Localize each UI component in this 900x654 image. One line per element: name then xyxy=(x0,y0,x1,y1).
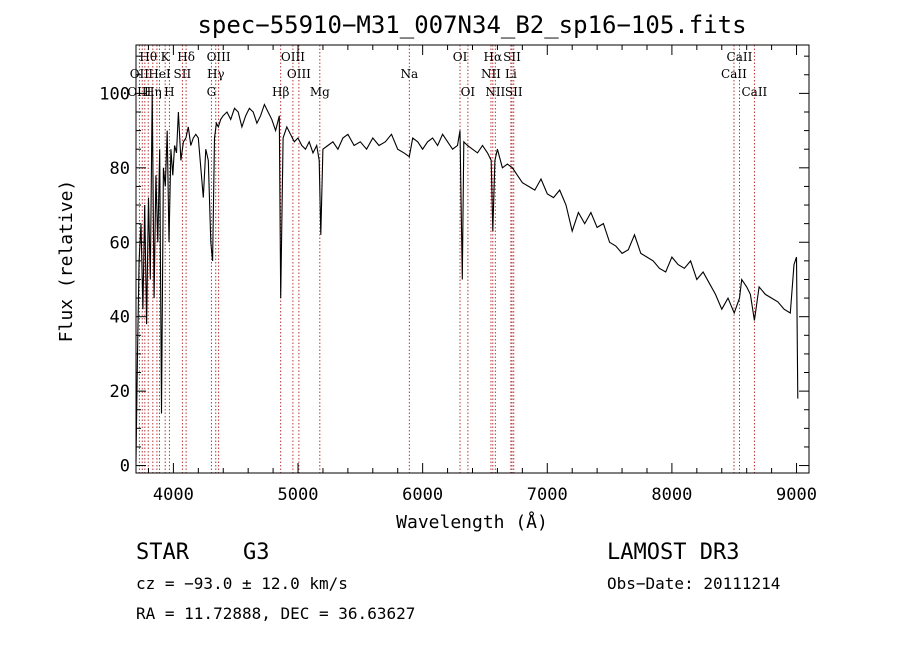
line-label: CaII xyxy=(727,50,753,64)
line-label: Hα xyxy=(484,50,503,64)
spectrum-series-line xyxy=(135,93,799,462)
line-label: OII xyxy=(130,67,150,81)
line-label: SII xyxy=(174,67,192,81)
object-subclass: G3 xyxy=(243,540,270,565)
line-label: NII xyxy=(481,67,501,81)
line-label: CaII xyxy=(721,67,747,81)
line-label: OI xyxy=(453,50,468,64)
tick-label: 5000 xyxy=(278,485,319,505)
line-label: OIII xyxy=(281,50,305,64)
line-label: OIII xyxy=(207,50,231,64)
tick-label: 9000 xyxy=(776,485,817,505)
line-label: Hθ xyxy=(139,50,157,64)
line-label: OI xyxy=(461,85,476,99)
line-label: K xyxy=(161,50,171,64)
object-class: STAR xyxy=(136,540,190,565)
line-label: NII xyxy=(485,85,505,99)
line-label: Hη xyxy=(144,85,162,99)
line-label: OIII xyxy=(127,85,151,99)
tick-label: 60 xyxy=(110,233,130,253)
observation-date: Obs−Date: 20111214 xyxy=(607,574,780,593)
line-label: SII xyxy=(505,85,523,99)
line-label: Li xyxy=(505,67,517,81)
line-label: Hγ xyxy=(207,67,225,81)
line-label: CaII xyxy=(741,85,767,99)
axis-ticks: 4000 5000 6000 7000 8000 9000 0 20 40 60 80 100 xyxy=(99,45,817,505)
line-label: Mg xyxy=(310,85,330,99)
plot-frame xyxy=(135,44,810,474)
line-label: Na xyxy=(400,67,418,81)
line-label: SII xyxy=(503,50,521,64)
survey-name: LAMOST DR3 xyxy=(607,540,739,565)
tick-label: 20 xyxy=(110,382,130,402)
tick-label: 40 xyxy=(110,308,130,328)
tick-label: 7000 xyxy=(527,485,568,505)
chart-title: spec−55910−M31_007N34_B2_sp16−105.fits xyxy=(197,11,746,39)
line-label: H xyxy=(164,85,174,99)
tick-label: 6000 xyxy=(402,485,443,505)
tick-label: 4000 xyxy=(153,485,194,505)
sky-coordinates: RA = 11.72888, DEC = 36.63627 xyxy=(136,604,415,623)
tick-label: 100 xyxy=(99,84,130,104)
tick-label: 0 xyxy=(120,457,130,477)
x-axis-label: Wavelength (Å) xyxy=(396,511,548,533)
line-label: HeI xyxy=(148,67,171,81)
y-axis-label: Flux (relative) xyxy=(56,180,77,343)
redshift-velocity: cz = −93.0 ± 12.0 km/s xyxy=(136,574,348,593)
line-label: OIII xyxy=(287,67,311,81)
tick-label: 8000 xyxy=(651,485,692,505)
line-label: Hδ xyxy=(177,50,195,64)
spectral-line-markers xyxy=(138,45,755,473)
tick-label: 80 xyxy=(110,159,130,179)
line-label: Hβ xyxy=(272,85,289,99)
line-label: G xyxy=(207,85,217,99)
